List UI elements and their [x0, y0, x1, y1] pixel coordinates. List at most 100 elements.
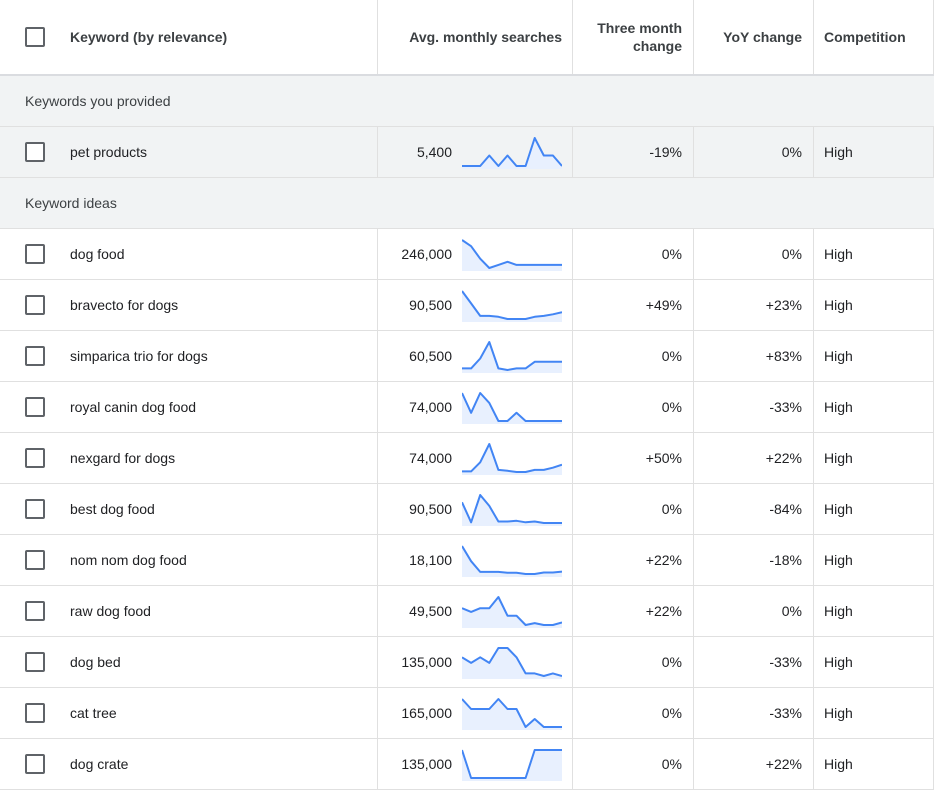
table-row[interactable]: cat tree 165,000 0% -33% High — [0, 688, 934, 739]
yoy-change-cell: +23% — [693, 280, 813, 330]
keyword-cell: best dog food — [70, 501, 155, 517]
sparkline-area — [462, 342, 562, 373]
avg-monthly-searches-cell: 165,000 — [377, 688, 572, 738]
avg-monthly-searches-value: 5,400 — [416, 144, 452, 160]
row-checkbox-cell — [0, 586, 60, 636]
avg-monthly-searches-cell: 135,000 — [377, 739, 572, 789]
sparkline-area — [462, 750, 562, 781]
row-checkbox[interactable] — [25, 295, 45, 315]
avg-monthly-searches-value: 74,000 — [409, 399, 452, 415]
trend-sparkline — [462, 596, 562, 628]
avg-monthly-searches-cell: 18,100 — [377, 535, 572, 585]
select-all-cell — [0, 0, 60, 74]
row-checkbox[interactable] — [25, 652, 45, 672]
table-row[interactable]: simparica trio for dogs 60,500 0% +83% H… — [0, 331, 934, 382]
header-keyword[interactable]: Keyword (by relevance) — [70, 29, 228, 45]
table-row[interactable]: bravecto for dogs 90,500 +49% +23% High — [0, 280, 934, 331]
table-row[interactable]: nom nom dog food 18,100 +22% -18% High — [0, 535, 934, 586]
header-yoy-change[interactable]: YoY change — [693, 0, 813, 74]
competition-cell: High — [813, 535, 934, 585]
row-checkbox[interactable] — [25, 448, 45, 468]
avg-monthly-searches-value: 74,000 — [409, 450, 452, 466]
sparkline-line — [462, 341, 562, 371]
sparkline-area — [462, 648, 562, 679]
three-month-change-cell: 0% — [572, 637, 693, 687]
row-checkbox[interactable] — [25, 244, 45, 264]
sparkline-area — [462, 138, 562, 169]
competition-cell: High — [813, 637, 934, 687]
table-row[interactable]: dog bed 135,000 0% -33% High — [0, 637, 934, 688]
yoy-change-cell: +22% — [693, 739, 813, 789]
competition-cell: High — [813, 331, 934, 381]
row-checkbox[interactable] — [25, 142, 45, 162]
table-row[interactable]: dog food 246,000 0% 0% High — [0, 229, 934, 280]
table-row[interactable]: royal canin dog food 74,000 0% -33% High — [0, 382, 934, 433]
row-checkbox[interactable] — [25, 601, 45, 621]
row-checkbox-cell — [0, 280, 60, 330]
table-row[interactable]: raw dog food 49,500 +22% 0% High — [0, 586, 934, 637]
avg-monthly-searches-cell: 74,000 — [377, 433, 572, 483]
trend-sparkline — [462, 392, 562, 424]
row-checkbox[interactable] — [25, 397, 45, 417]
trend-sparkline — [462, 341, 562, 373]
table-row[interactable]: dog crate 135,000 0% +22% High — [0, 739, 934, 790]
avg-monthly-searches-value: 90,500 — [409, 501, 452, 517]
sparkline-area — [462, 495, 562, 526]
table-header: Keyword (by relevance) Avg. monthly sear… — [0, 0, 934, 76]
section-label: Keyword ideas — [25, 195, 117, 211]
provided-rows: pet products 5,400 -19% 0% High — [0, 127, 934, 178]
row-checkbox[interactable] — [25, 346, 45, 366]
keyword-cell: nom nom dog food — [70, 552, 187, 568]
yoy-change-cell: -84% — [693, 484, 813, 534]
yoy-change-cell: -33% — [693, 688, 813, 738]
keyword-cell: dog bed — [70, 654, 121, 670]
sparkline-area — [462, 597, 562, 628]
keyword-cell: dog food — [70, 246, 125, 262]
avg-monthly-searches-value: 165,000 — [401, 705, 452, 721]
avg-monthly-searches-cell: 5,400 — [377, 127, 572, 177]
row-checkbox[interactable] — [25, 703, 45, 723]
avg-monthly-searches-cell: 90,500 — [377, 280, 572, 330]
sparkline-line — [462, 494, 562, 524]
yoy-change-cell: 0% — [693, 229, 813, 279]
three-month-change-cell: 0% — [572, 382, 693, 432]
table-row[interactable]: nexgard for dogs 74,000 +50% +22% High — [0, 433, 934, 484]
sparkline-line — [462, 647, 562, 677]
three-month-change-cell: +49% — [572, 280, 693, 330]
select-all-checkbox[interactable] — [25, 27, 45, 47]
competition-cell: High — [813, 127, 934, 177]
yoy-change-cell: 0% — [693, 127, 813, 177]
header-three-month-change[interactable]: Three month change — [572, 0, 693, 74]
trend-sparkline — [462, 494, 562, 526]
avg-monthly-searches-cell: 135,000 — [377, 637, 572, 687]
row-checkbox[interactable] — [25, 754, 45, 774]
row-checkbox[interactable] — [25, 550, 45, 570]
competition-cell: High — [813, 586, 934, 636]
table-row[interactable]: best dog food 90,500 0% -84% High — [0, 484, 934, 535]
header-competition[interactable]: Competition — [813, 0, 934, 74]
sparkline-line — [462, 137, 562, 167]
row-checkbox[interactable] — [25, 499, 45, 519]
yoy-change-cell: -33% — [693, 382, 813, 432]
row-checkbox-cell — [0, 382, 60, 432]
competition-cell: High — [813, 229, 934, 279]
yoy-change-cell: 0% — [693, 586, 813, 636]
section-keywords-provided: Keywords you provided — [0, 76, 934, 127]
sparkline-area — [462, 291, 562, 322]
sparkline-line — [462, 239, 562, 269]
header-avg-monthly-searches[interactable]: Avg. monthly searches — [377, 0, 572, 74]
trend-sparkline — [462, 239, 562, 271]
trend-sparkline — [462, 545, 562, 577]
sparkline-line — [462, 596, 562, 626]
three-month-change-cell: 0% — [572, 688, 693, 738]
three-month-change-cell: +22% — [572, 586, 693, 636]
competition-cell: High — [813, 280, 934, 330]
row-checkbox-cell — [0, 127, 60, 177]
avg-monthly-searches-cell: 60,500 — [377, 331, 572, 381]
sparkline-area — [462, 444, 562, 475]
competition-cell: High — [813, 739, 934, 789]
avg-monthly-searches-value: 90,500 — [409, 297, 452, 313]
row-checkbox-cell — [0, 739, 60, 789]
table-row[interactable]: pet products 5,400 -19% 0% High — [0, 127, 934, 178]
